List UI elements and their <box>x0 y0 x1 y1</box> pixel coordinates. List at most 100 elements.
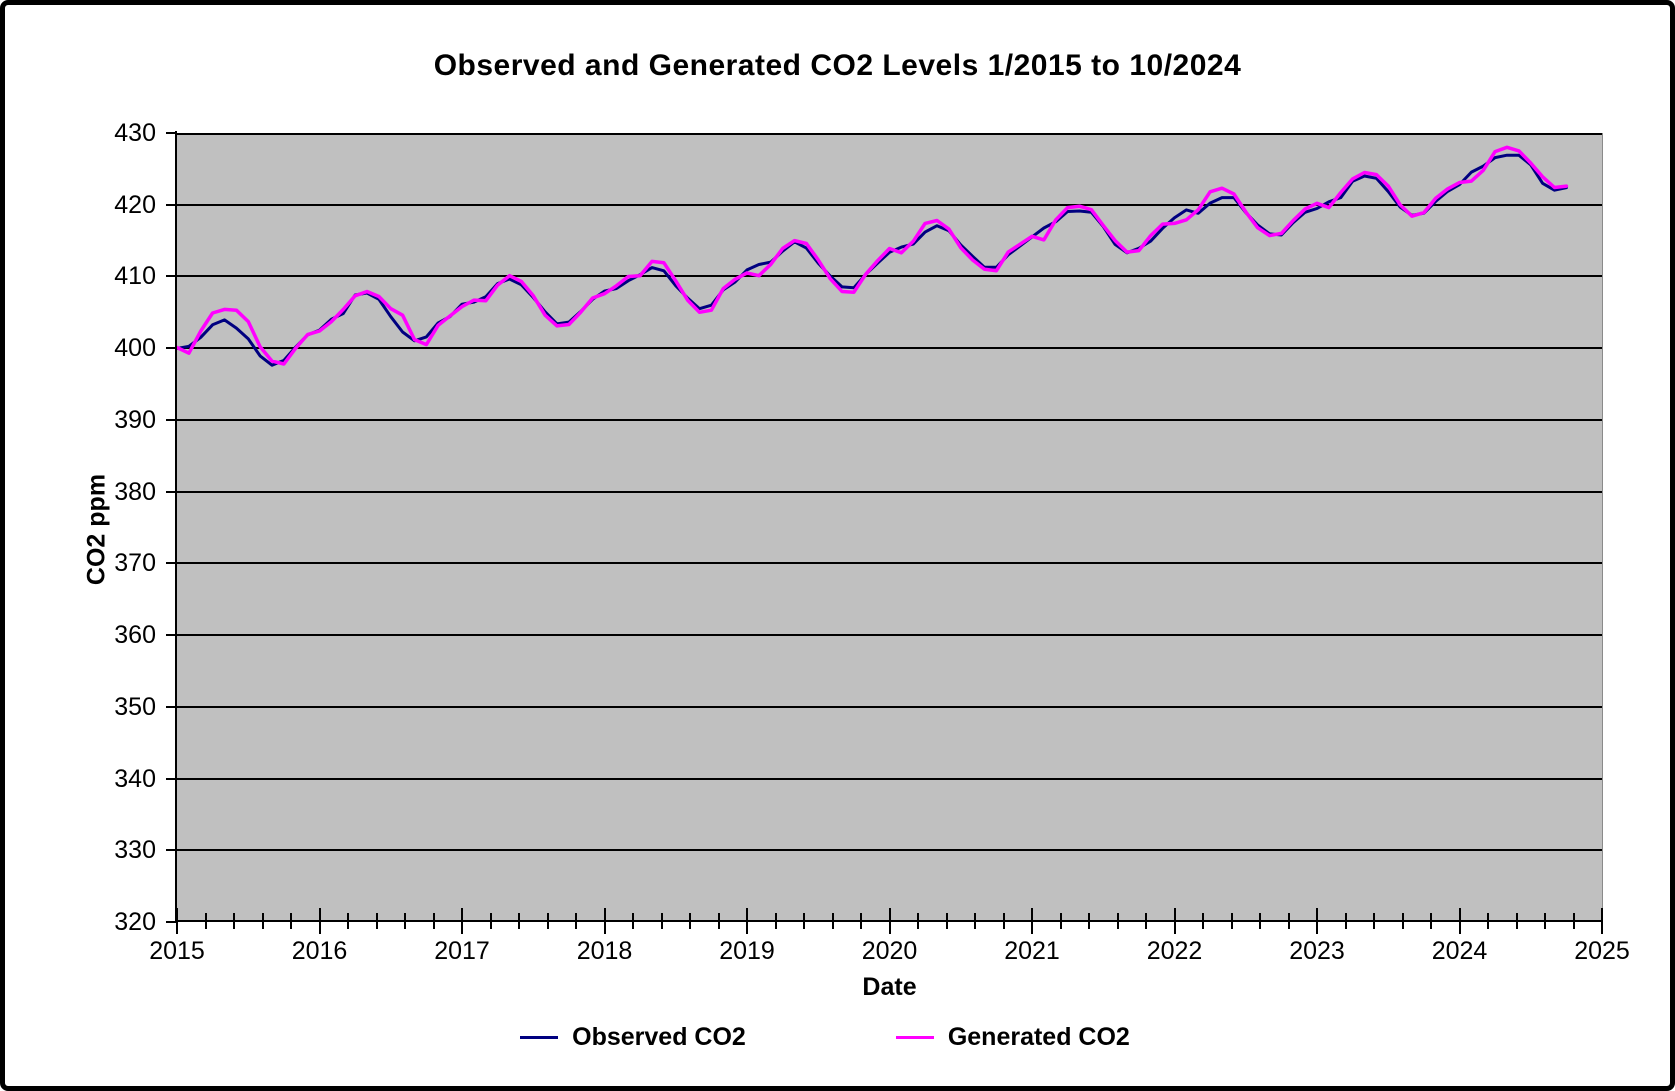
y-tick-350 <box>166 705 176 708</box>
x-minor-tick <box>1116 913 1119 929</box>
x-minor-tick <box>1373 913 1375 929</box>
x-tick-label-2016: 2016 <box>291 937 348 965</box>
x-minor-tick <box>1544 913 1546 929</box>
x-minor-tick <box>974 913 976 929</box>
x-minor-tick <box>1430 913 1432 929</box>
gridline-400 <box>177 347 1602 350</box>
x-tick-2019 <box>746 908 748 934</box>
x-minor-tick <box>717 913 720 929</box>
x-tick-2024 <box>1458 908 1461 934</box>
gridline-330 <box>177 849 1602 852</box>
x-minor-tick <box>290 913 292 929</box>
x-minor-tick <box>1259 913 1261 929</box>
x-minor-tick <box>632 913 634 929</box>
x-minor-tick <box>1344 913 1347 929</box>
x-minor-tick <box>831 913 834 929</box>
x-minor-tick <box>432 913 435 929</box>
y-tick-410 <box>166 275 176 278</box>
x-minor-tick <box>404 913 406 929</box>
x-minor-tick <box>489 913 492 929</box>
line-generated-co2 <box>175 145 1569 366</box>
y-axis-title: CO2 ppm <box>82 473 111 586</box>
plot-area <box>166 132 1603 923</box>
gridline-360 <box>177 634 1602 637</box>
x-tick-label-2017: 2017 <box>434 937 490 965</box>
x-minor-tick <box>917 913 919 929</box>
x-minor-tick <box>1572 913 1575 929</box>
x-minor-tick <box>1515 913 1518 929</box>
y-tick-label-390: 390 <box>114 405 156 434</box>
gridline-420 <box>177 203 1602 206</box>
x-tick-label-2018: 2018 <box>576 937 633 965</box>
x-minor-tick <box>860 913 862 929</box>
x-minor-tick <box>774 913 777 929</box>
x-tick-2025 <box>1601 908 1603 934</box>
y-axis-line <box>175 131 177 922</box>
y-tick-label-380: 380 <box>114 477 156 506</box>
x-tick-2023 <box>1316 908 1318 934</box>
gridline-390 <box>177 418 1602 421</box>
y-tick-label-370: 370 <box>114 549 156 578</box>
legend-item-generated: Generated CO2 <box>895 1023 1130 1052</box>
x-tick-2017 <box>461 908 463 934</box>
data-series-lines <box>175 145 1569 367</box>
chart-title: Observed and Generated CO2 Levels 1/2015… <box>433 49 1242 82</box>
y-tick-label-350: 350 <box>114 692 156 721</box>
y-tick-label-360: 360 <box>114 621 156 650</box>
gridline-410 <box>177 275 1602 278</box>
y-tick-label-340: 340 <box>114 764 156 793</box>
x-minor-tick <box>1059 913 1062 929</box>
x-minor-tick <box>204 913 207 929</box>
y-tick-label-430: 430 <box>114 119 156 147</box>
x-tick-label-2023: 2023 <box>1289 937 1345 965</box>
x-minor-tick <box>1287 913 1290 929</box>
x-minor-tick <box>689 913 691 929</box>
x-tick-2015 <box>176 908 178 934</box>
y-tick-320 <box>166 921 176 923</box>
x-minor-tick <box>1145 913 1147 929</box>
y-tick-label-410: 410 <box>114 262 156 291</box>
observed-line-marker <box>520 1036 559 1039</box>
x-minor-tick <box>660 913 663 929</box>
y-tick-380 <box>166 490 176 493</box>
x-tick-label-2025: 2025 <box>1574 937 1630 965</box>
gridline-380 <box>177 490 1602 493</box>
x-tick-2022 <box>1173 908 1176 934</box>
x-minor-tick <box>945 913 948 929</box>
x-tick-label-2021: 2021 <box>1004 937 1060 965</box>
gridline-340 <box>177 777 1602 780</box>
legend-label-generated: Generated CO2 <box>947 1023 1130 1051</box>
x-tick-label-2024: 2024 <box>1431 937 1488 965</box>
x-minor-tick <box>1230 913 1233 929</box>
x-minor-tick <box>375 913 378 929</box>
generated-line-marker <box>895 1036 934 1039</box>
x-minor-tick <box>575 913 577 929</box>
y-tick-430 <box>166 132 176 134</box>
x-minor-tick <box>803 913 805 929</box>
y-tick-360 <box>166 634 176 637</box>
x-minor-tick <box>1002 913 1005 929</box>
y-tick-label-420: 420 <box>114 190 156 219</box>
legend-item-observed: Observed CO2 <box>520 1023 746 1052</box>
legend: Observed CO2 Generated CO2 <box>5 1023 1645 1052</box>
y-tick-label-400: 400 <box>114 334 156 363</box>
y-tick-label-330: 330 <box>114 836 156 865</box>
gridline-430 <box>177 133 1602 135</box>
x-tick-label-2020: 2020 <box>861 937 918 965</box>
x-tick-2016 <box>318 908 321 934</box>
x-minor-tick <box>1088 913 1090 929</box>
y-tick-label-320: 320 <box>114 908 156 936</box>
line-observed-co2 <box>175 153 1568 367</box>
x-minor-tick <box>546 913 549 929</box>
x-tick-label-2015: 2015 <box>149 937 205 965</box>
x-minor-tick <box>233 913 235 929</box>
x-minor-tick <box>261 913 264 929</box>
x-minor-tick <box>1202 913 1204 929</box>
x-minor-tick <box>518 913 520 929</box>
y-tick-340 <box>166 777 176 780</box>
y-tick-330 <box>166 849 176 852</box>
x-tick-2020 <box>888 908 891 934</box>
x-tick-label-2019: 2019 <box>719 937 775 965</box>
y-tick-370 <box>166 562 176 565</box>
